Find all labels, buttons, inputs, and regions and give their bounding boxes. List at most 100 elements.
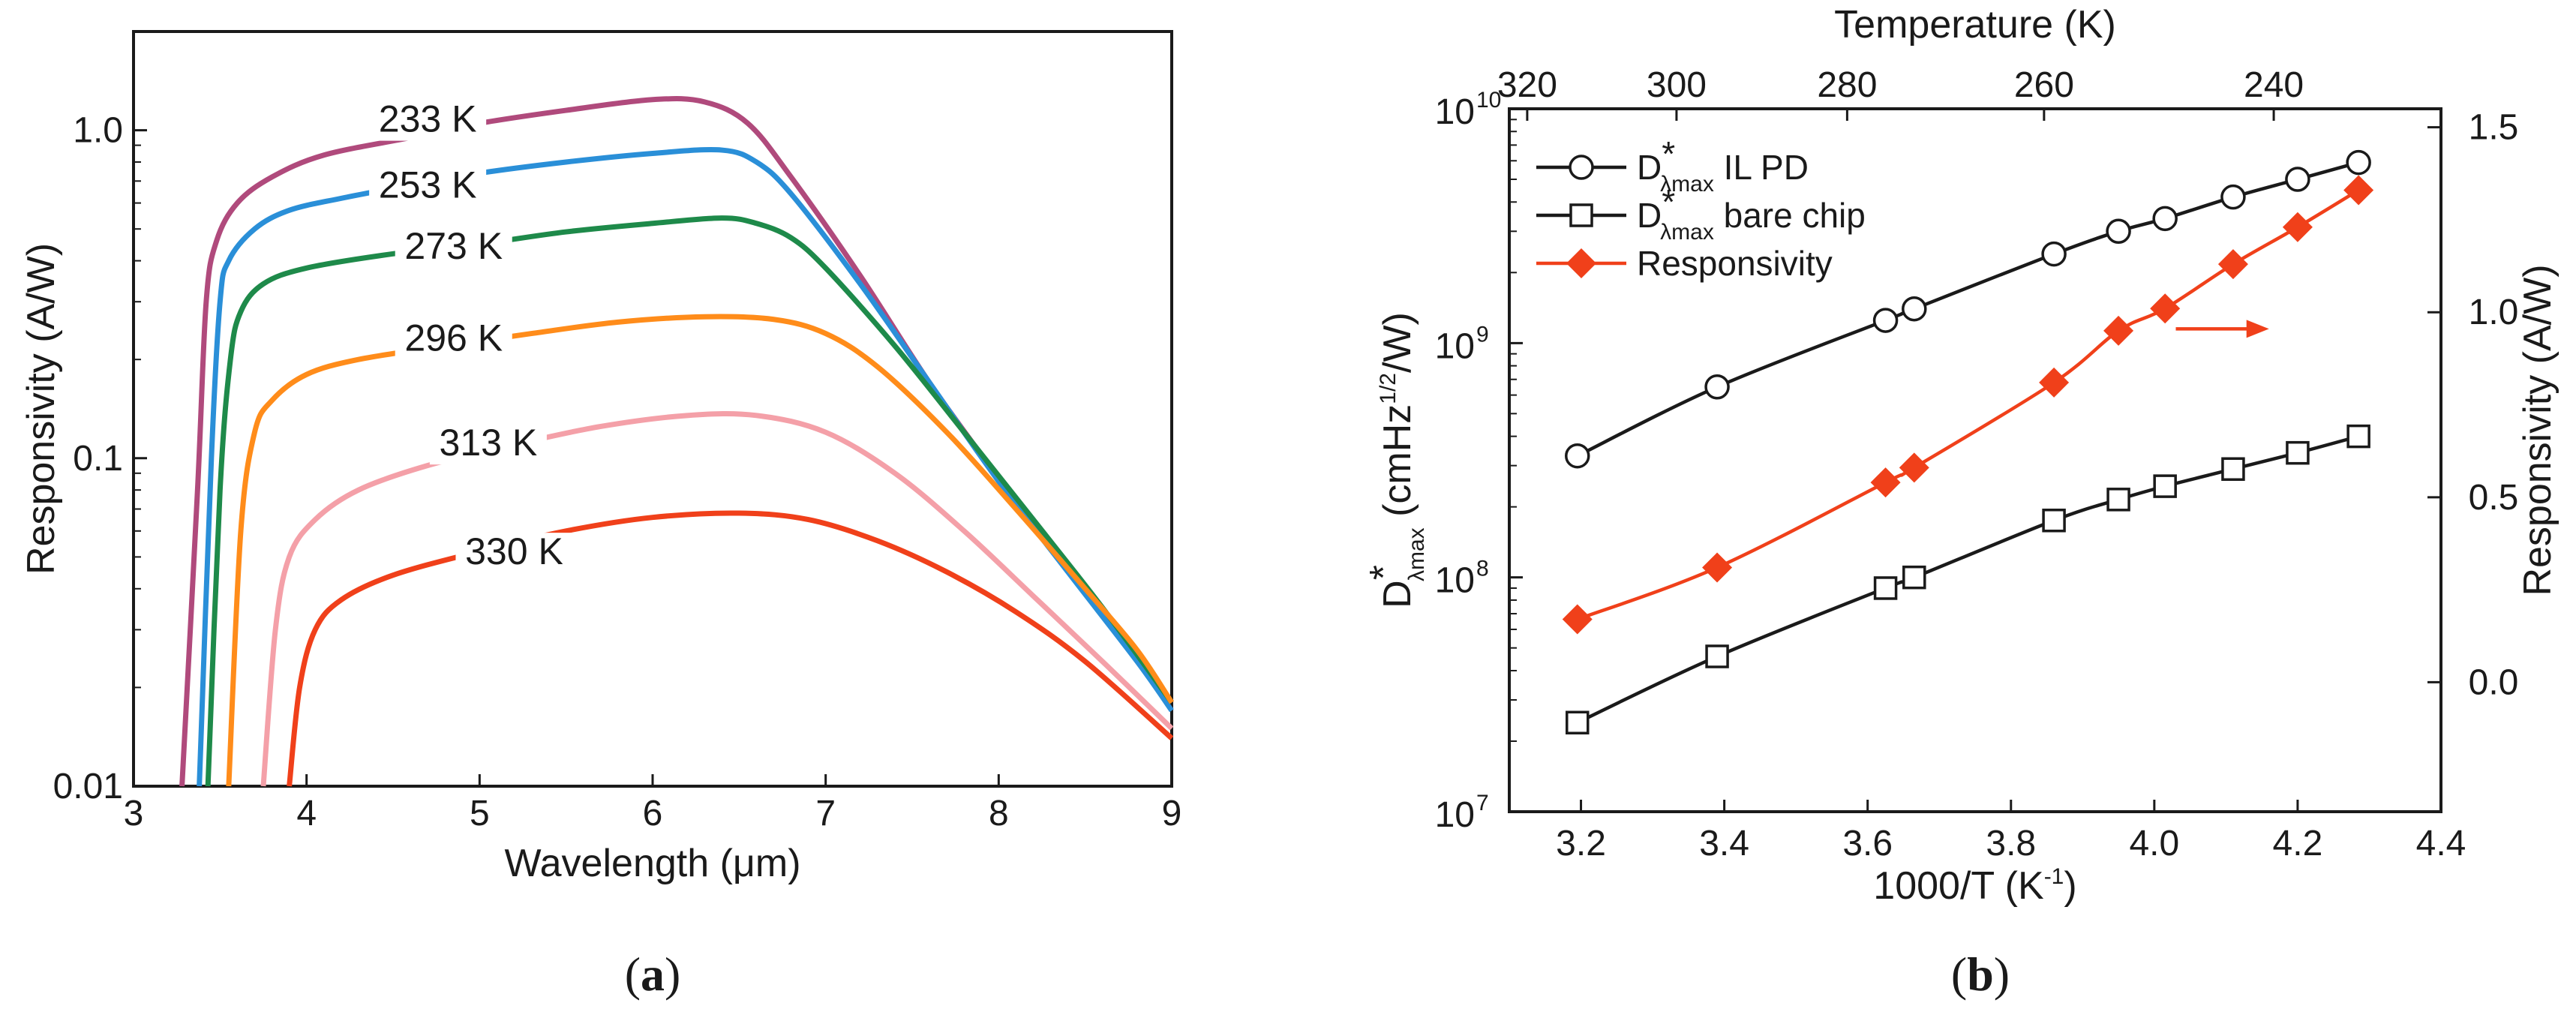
panel-label-a: (a) (625, 947, 681, 1001)
chart-a-curve-label: 273 K (404, 225, 503, 267)
chart-b-point-diamond (2217, 249, 2248, 280)
chart-a-x-tick-label: 5 (470, 794, 490, 833)
chart-a-x-tick-label: 4 (296, 794, 317, 833)
chart-a-y-tick-label: 0.1 (73, 439, 123, 479)
chart-b-x-axis-label-main: 1000/T (K (1873, 864, 2044, 908)
chart-b-legend-marker (1569, 203, 1593, 227)
chart-b-point-diamond (2343, 175, 2374, 206)
chart-b-point-diamond (1899, 452, 1929, 483)
chart-b-right-tick-label: 1.5 (2469, 108, 2519, 148)
chart-b-left-axis-label-d: D (1376, 580, 1419, 608)
chart-b-legend-marker (1569, 155, 1594, 180)
chart-b-legend-label: Responsivity (1637, 244, 1833, 283)
chart-b-point-diamond (2282, 212, 2313, 242)
chart-b-top-tick-label: 300 (1647, 65, 1707, 105)
chart-b-x-tick-label: 4.0 (2129, 824, 2179, 863)
chart-b-top-tick-label: 240 (2244, 65, 2304, 105)
chart-b-point-diamond (1562, 604, 1593, 635)
chart-a-curve-330-K (287, 510, 1174, 787)
chart-b-x-axis-label: 1000/T (K-1) (1873, 864, 2076, 908)
chart-a-frame (132, 30, 1173, 788)
chart-a-y-tick-label: 0.01 (53, 767, 123, 806)
chart-b-point-circle (2220, 184, 2246, 210)
chart-b-x-axis-label-sup: -1 (2044, 864, 2064, 889)
chart-b-left-tick-label: 10 (1435, 92, 1475, 132)
chart-b-right-tick-label: 0.5 (2469, 478, 2519, 518)
chart-b-point-diamond (1702, 552, 1733, 583)
chart-b-point-circle (2152, 206, 2178, 232)
chart-b-x-tick-label: 3.6 (1842, 824, 1893, 863)
chart-b-point-circle (2346, 149, 2371, 176)
chart-a-curve-label: 330 K (465, 530, 563, 572)
chart-b-legend-sub: λmax (1660, 172, 1714, 197)
chart-a-curve-labels: 233 K 253 K 273 K 296 K 313 K 330 K (369, 98, 573, 574)
chart-b-top-ticks: 320 300 280 260 240 (1497, 65, 2304, 121)
chart-a-curve-label-bg (395, 319, 512, 360)
chart-a-curve-label-bg (429, 424, 547, 465)
chart-b-point-diamond (1870, 467, 1901, 498)
chart-b-line-circle (1576, 161, 2359, 458)
chart-b-responsivity-axis-arrow (2175, 320, 2269, 338)
chart-b-left-tick-exponent: 8 (1476, 557, 1489, 581)
chart-a-curve-label-bg (369, 166, 487, 207)
chart-a-curve-313-K (260, 411, 1174, 787)
chart-a-y-ticks: 0.01 0.1 1.0 (53, 31, 147, 806)
chart-a-curve-label-bg (369, 100, 487, 141)
chart-a-curve-label-bg (455, 533, 573, 574)
panel-label-a-letter: a (641, 947, 665, 1001)
chart-b-point-diamond (2103, 315, 2134, 346)
chart-b-legend-marker (1566, 248, 1596, 278)
chart-b-left-axis-label-sub: λmax (1404, 527, 1429, 581)
chart-a-x-tick-label: 3 (124, 794, 144, 833)
chart-b-point-diamond (2039, 367, 2070, 398)
chart-a-curve-273-K (205, 215, 1174, 787)
chart-b-top-tick-label: 280 (1817, 65, 1877, 105)
chart-b-legend-star: * (1662, 134, 1675, 173)
chart-b-arrow-head (2246, 320, 2269, 338)
chart-b-frame (1508, 107, 2442, 813)
chart-b-left-tick-exponent: 7 (1476, 791, 1489, 815)
chart-a-curve-label-bg (395, 227, 512, 268)
chart-a-x-axis-label: Wavelength (μm) (504, 842, 800, 885)
chart-b-point-square (2346, 424, 2370, 449)
chart-a-x-tick-label: 9 (1162, 794, 1182, 833)
chart-b-left-tick-exponent: 9 (1476, 322, 1489, 347)
chart-a-y-tick-label: 1.0 (73, 111, 123, 151)
chart-b-left-axis-label-end: /W) (1376, 312, 1419, 373)
chart-b-point-square (2221, 457, 2245, 481)
chart-b-point-circle (1872, 308, 1899, 333)
chart-a-x-tick-label: 8 (989, 794, 1009, 833)
chart-b-x-tick-label: 4.4 (2416, 824, 2466, 863)
chart-b-point-circle (2041, 241, 2067, 267)
chart-b-series (1562, 149, 2374, 734)
chart-a-curve-label: 296 K (404, 317, 503, 359)
chart-b-top-tick-label: 260 (2014, 65, 2074, 105)
chart-a-x-ticks: 3 4 5 6 7 8 9 (124, 774, 1182, 833)
chart-b-right-tick-label: 1.0 (2469, 293, 2519, 332)
chart-b-point-circle (2285, 167, 2310, 192)
chart-a-x-tick-label: 6 (643, 794, 663, 833)
chart-b-point-circle (1565, 443, 1590, 469)
chart-b-legend-d: D (1637, 196, 1662, 235)
chart-b-point-circle (2106, 218, 2131, 245)
chart-a-curves (179, 96, 1174, 787)
chart-b-left-axis-label-star: * (1362, 565, 1406, 580)
chart-b-x-tick-label: 4.2 (2273, 824, 2323, 863)
chart-b-left-tick-exponent: 10 (1476, 88, 1501, 113)
chart-b-legend-text: bare chip (1714, 196, 1866, 235)
chart-b-point-square (1705, 644, 1729, 668)
chart-a: 233 K 253 K 273 K 296 K 313 K 330 K 3 4 5 6 7 8 9 0… (20, 30, 1182, 1001)
chart-b-point-square (2106, 488, 2130, 512)
chart-b-right-axis-label: Responsivity (A/W) (2516, 264, 2559, 596)
chart-b-point-square (2042, 509, 2066, 533)
chart-b-point-square (1902, 565, 1926, 590)
chart-b-point-square (2153, 474, 2177, 498)
chart-b-left-tick-label: 10 (1435, 795, 1475, 835)
chart-b-left-tick-label: 10 (1435, 561, 1475, 601)
chart-b-point-square (2286, 440, 2310, 465)
panel-label-b-letter: b (1967, 947, 1994, 1001)
chart-b-line-diamond (1576, 188, 2360, 621)
